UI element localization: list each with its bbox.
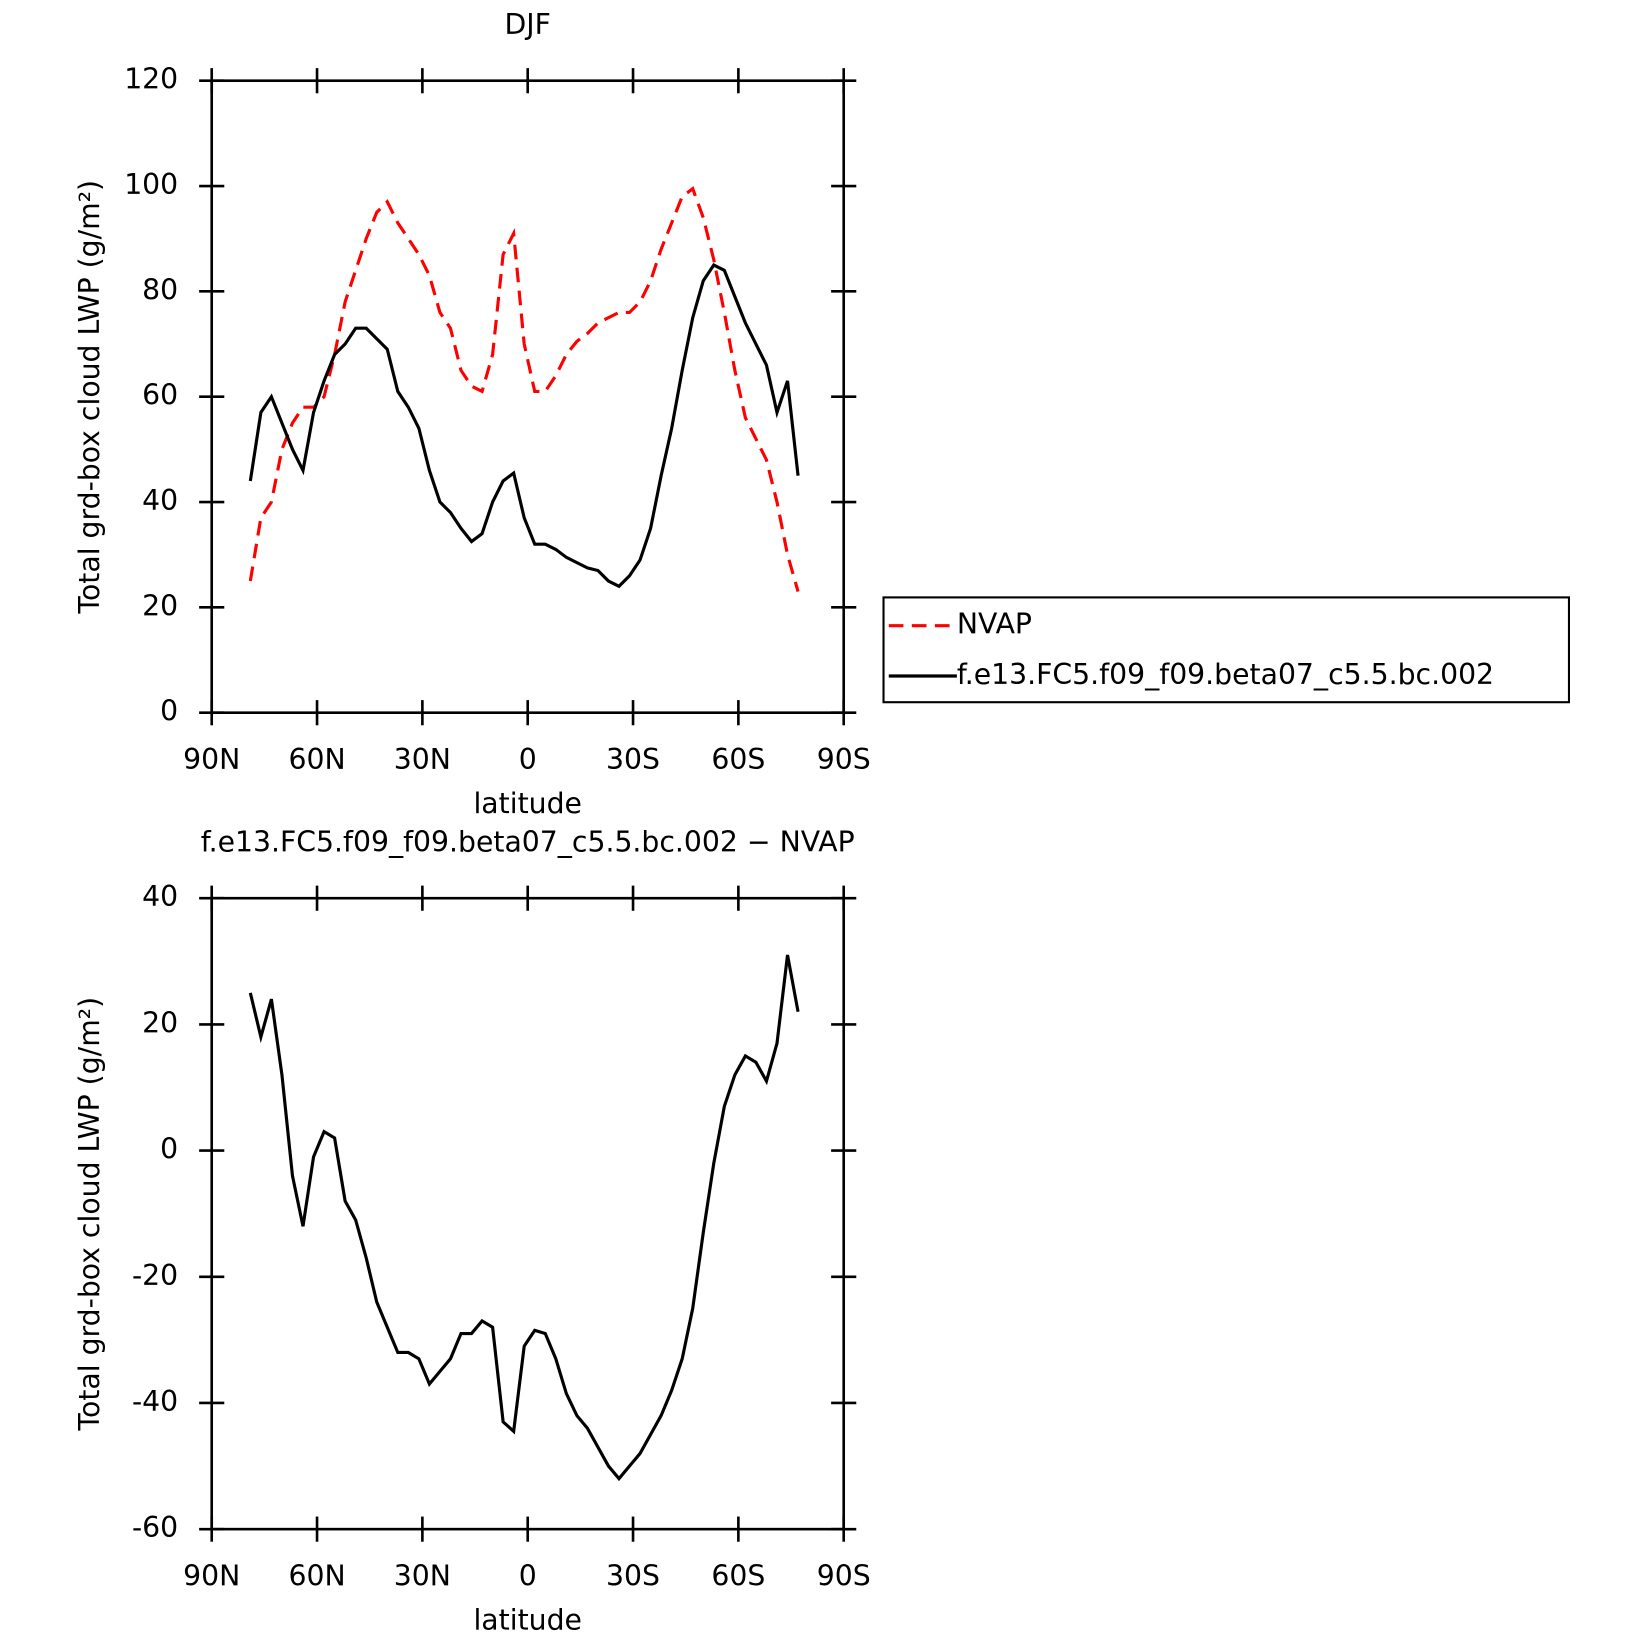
- y-tick-label: 100: [124, 168, 178, 201]
- data-line: [248, 186, 800, 592]
- x-tick-label: 30S: [606, 1559, 660, 1592]
- plot-frame: [210, 896, 846, 1531]
- x-axis-label: latitude: [473, 787, 581, 820]
- chart-title: DJF: [505, 8, 551, 41]
- chart-title: f.e13.FC5.f09_f09.beta07_c5.5.bc.002 − N…: [201, 826, 855, 859]
- y-tick-label: -20: [132, 1259, 178, 1292]
- y-tick-label: 20: [142, 589, 178, 622]
- data-line: [248, 263, 800, 589]
- x-tick-label: 60N: [288, 743, 345, 776]
- x-tick-label: 0: [519, 1559, 537, 1592]
- x-tick-label: 90S: [817, 743, 871, 776]
- y-tick-label: 20: [142, 1006, 178, 1039]
- legend-label: f.e13.FC5.f09_f09.beta07_c5.5.bc.002: [957, 658, 1494, 691]
- x-tick-label: 90S: [817, 1559, 871, 1592]
- y-tick-label: 0: [160, 1133, 178, 1166]
- y-tick-label: 120: [124, 63, 178, 96]
- plot-frame: [210, 79, 846, 715]
- y-tick-label: 0: [160, 695, 178, 728]
- x-tick-label: 90N: [183, 743, 240, 776]
- y-tick-label: 80: [142, 273, 178, 306]
- y-tick-label: -60: [132, 1511, 178, 1544]
- x-tick-label: 60S: [711, 743, 765, 776]
- x-axis-label: latitude: [473, 1603, 581, 1635]
- y-tick-label: 40: [142, 880, 178, 913]
- data-line: [248, 954, 800, 1482]
- legend-box: [882, 596, 1571, 704]
- x-tick-label: 30N: [394, 1559, 451, 1592]
- y-tick-label: 40: [142, 484, 178, 517]
- y-axis-label: Total grd-box cloud LWP (g/m²): [73, 997, 106, 1432]
- y-tick-label: 60: [142, 379, 178, 412]
- x-tick-label: 30N: [394, 743, 451, 776]
- x-tick-label: 0: [519, 743, 537, 776]
- x-tick-label: 60N: [288, 1559, 345, 1592]
- legend-label: NVAP: [957, 608, 1032, 641]
- x-tick-label: 60S: [711, 1559, 765, 1592]
- y-tick-label: -40: [132, 1385, 178, 1418]
- y-axis-label: Total grd-box cloud LWP (g/m²): [73, 180, 106, 615]
- x-tick-label: 90N: [183, 1559, 240, 1592]
- x-tick-label: 30S: [606, 743, 660, 776]
